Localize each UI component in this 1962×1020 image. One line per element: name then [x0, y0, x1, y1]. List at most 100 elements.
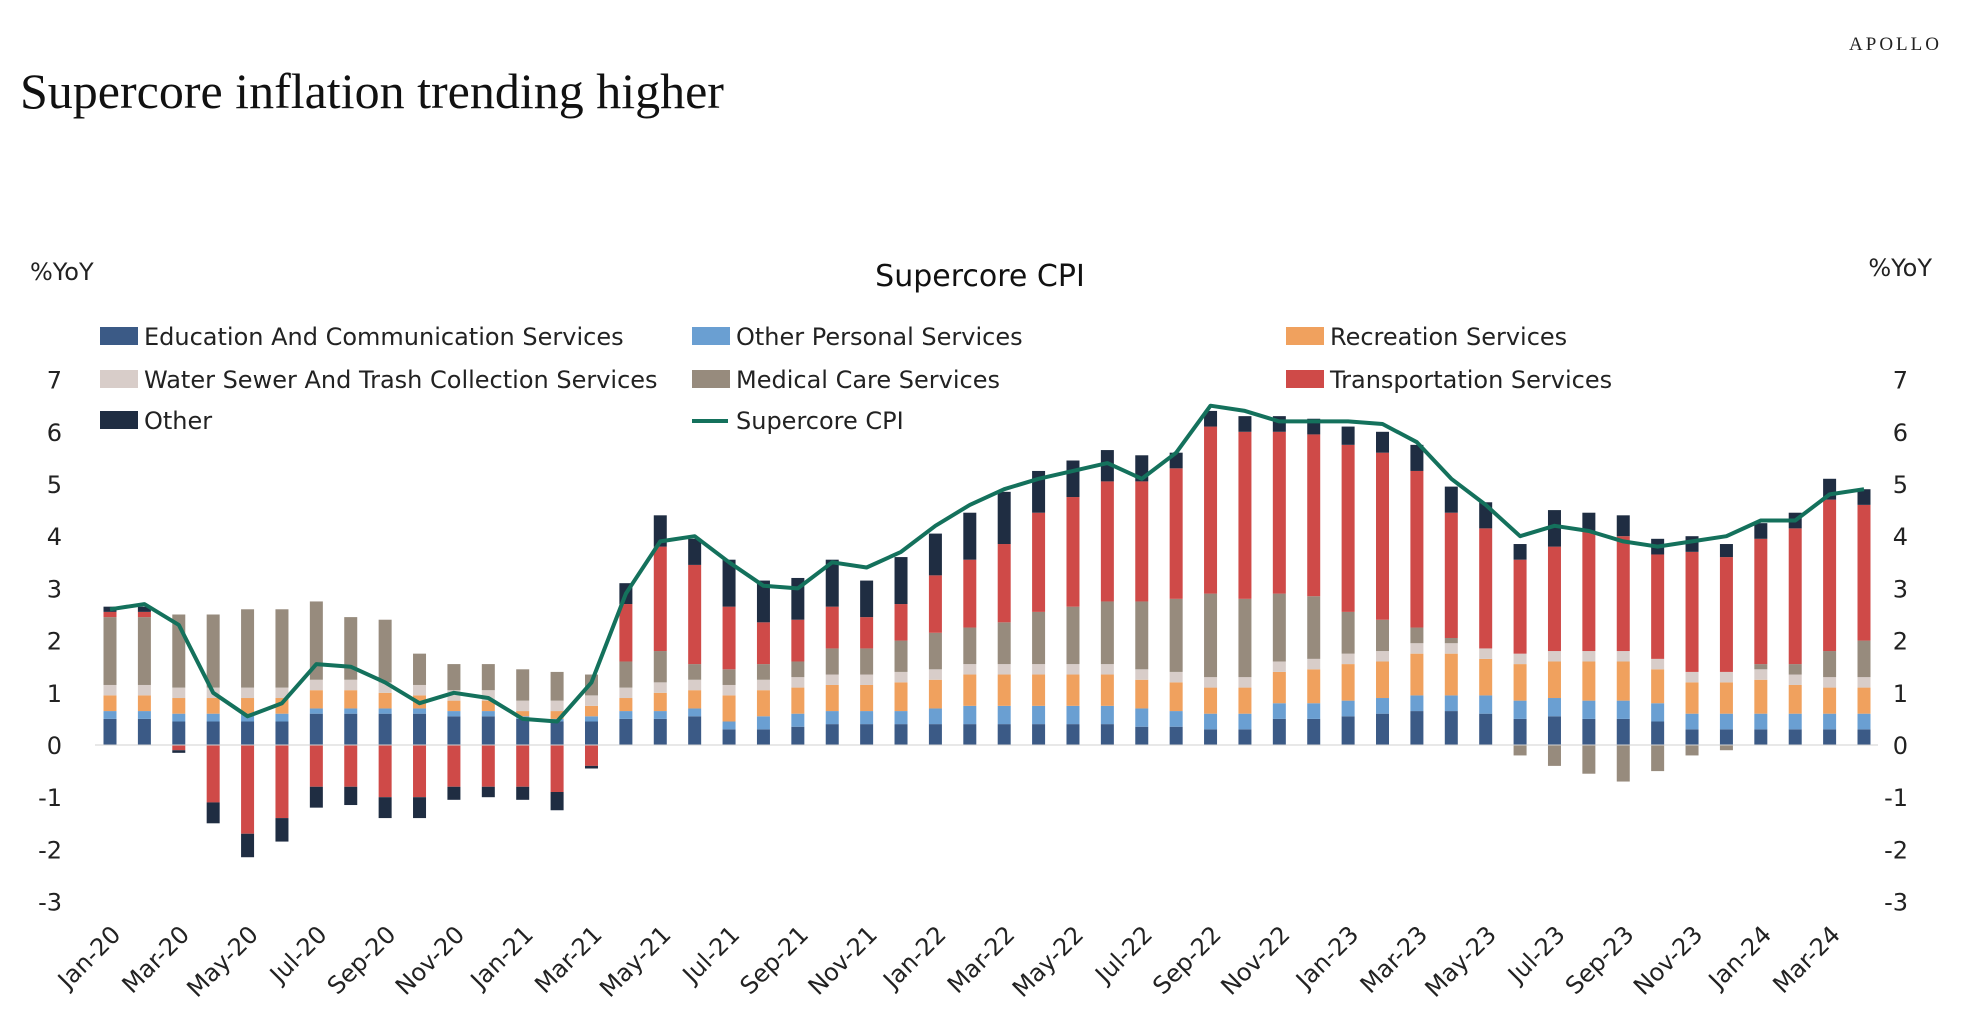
bar-segment: [1719, 557, 1733, 672]
bar-segment: [1547, 661, 1561, 699]
bar-segment: [584, 765, 598, 769]
bar-segment: [1513, 544, 1527, 560]
bar-segment: [241, 833, 255, 858]
bar-segment: [1754, 713, 1768, 730]
y-tick-left: -1: [38, 784, 62, 812]
bar-segment: [1444, 637, 1458, 644]
bar-segment: [1719, 729, 1733, 745]
bar-segment: [1616, 536, 1630, 652]
bar-segment: [275, 609, 289, 688]
bar-segment: [653, 692, 667, 712]
bar-segment: [1204, 593, 1218, 678]
bar-segment: [1651, 554, 1665, 659]
bar-segment: [928, 533, 942, 576]
bar-segment-medical-negative: [1616, 745, 1630, 782]
bar-segment: [1616, 700, 1630, 719]
legend-label: Supercore CPI: [736, 407, 904, 435]
bar-segment: [1032, 705, 1046, 725]
bar-segment: [1135, 679, 1149, 709]
bar-segment: [825, 711, 839, 725]
bar-segment: [309, 745, 323, 787]
bar-segment: [1169, 711, 1183, 727]
bar-segment: [275, 713, 289, 722]
bar-segment: [722, 606, 736, 670]
bar-segment: [1410, 444, 1424, 471]
legend-swatch: [100, 370, 138, 388]
bar-segment: [1341, 444, 1355, 612]
bar-segment: [447, 745, 461, 787]
bar-segment: [1307, 596, 1321, 659]
bar-segment: [1444, 711, 1458, 745]
bar-segment: [1513, 653, 1527, 665]
bar-segment: [825, 606, 839, 649]
bar-segment: [309, 679, 323, 691]
bar-segment: [1376, 698, 1390, 714]
bar-segment: [997, 622, 1011, 665]
bar-segment: [653, 718, 667, 745]
bar-segment: [1410, 653, 1424, 696]
bar-segment: [1444, 695, 1458, 712]
legend-swatch: [692, 327, 730, 345]
bar-segment: [756, 580, 770, 623]
bar-segment: [1410, 643, 1424, 654]
x-tick-label: May-23: [1420, 920, 1502, 1002]
bar-segment: [550, 791, 564, 811]
bar-segment: [619, 718, 633, 745]
bar-segment: [481, 664, 495, 691]
legend-label: Education And Communication Services: [144, 323, 624, 351]
bar-segment: [1135, 669, 1149, 680]
bar-segment: [344, 679, 358, 691]
bar-segment: [241, 609, 255, 688]
y-tick-right: 5: [1893, 471, 1908, 499]
bar-segment: [1100, 601, 1114, 665]
bar-segment: [1307, 434, 1321, 597]
bar-segment: [1582, 651, 1596, 662]
bar-segment: [1135, 481, 1149, 602]
bar-segment: [688, 564, 702, 665]
bar-segment: [1100, 724, 1114, 745]
bar-segment: [688, 716, 702, 745]
bar-segment: [172, 745, 186, 751]
bar-segment-medical-negative: [1547, 745, 1561, 766]
bar-segment: [1651, 721, 1665, 745]
bar-segment: [378, 619, 392, 683]
bar-segment: [1444, 512, 1458, 638]
bar-segment: [1823, 499, 1837, 652]
bar-segment: [1582, 700, 1596, 719]
bar-segment: [1066, 460, 1080, 498]
bar-segment: [1272, 671, 1286, 704]
bar-segment: [1376, 661, 1390, 699]
bar-segment: [1272, 703, 1286, 719]
bar-segment: [172, 750, 186, 753]
bar-segment: [481, 700, 495, 712]
bar-segment: [928, 669, 942, 680]
bar-segment: [722, 559, 736, 607]
bar-segment: [860, 724, 874, 745]
bar-segment: [344, 713, 358, 745]
bar-segment: [1616, 661, 1630, 701]
bar-segment: [584, 721, 598, 745]
bar-segment: [894, 671, 908, 683]
bar-segment: [791, 619, 805, 662]
bar-segment: [1376, 619, 1390, 652]
bar-segment: [481, 786, 495, 798]
bar-segment: [1547, 546, 1561, 652]
bar-segment: [860, 617, 874, 649]
bar-segment: [619, 661, 633, 688]
bar-segment: [722, 669, 736, 685]
bar-segment: [997, 705, 1011, 725]
x-tick-label: Jan-23: [1289, 920, 1364, 995]
bar-segment-medical-negative: [1513, 745, 1527, 756]
x-tick-label: Mar-21: [529, 920, 607, 998]
bar-segment: [1169, 468, 1183, 599]
y-tick-left: 6: [47, 419, 62, 447]
bar-segment: [309, 786, 323, 808]
bar-segment: [1100, 674, 1114, 706]
bar-segment: [1582, 718, 1596, 745]
legend: Education And Communication Services Othe…: [100, 323, 1612, 435]
y-tick-left: 7: [47, 367, 62, 395]
bar-segment: [344, 690, 358, 709]
chart-title: Supercore CPI: [875, 259, 1085, 294]
bar-segment: [997, 491, 1011, 545]
